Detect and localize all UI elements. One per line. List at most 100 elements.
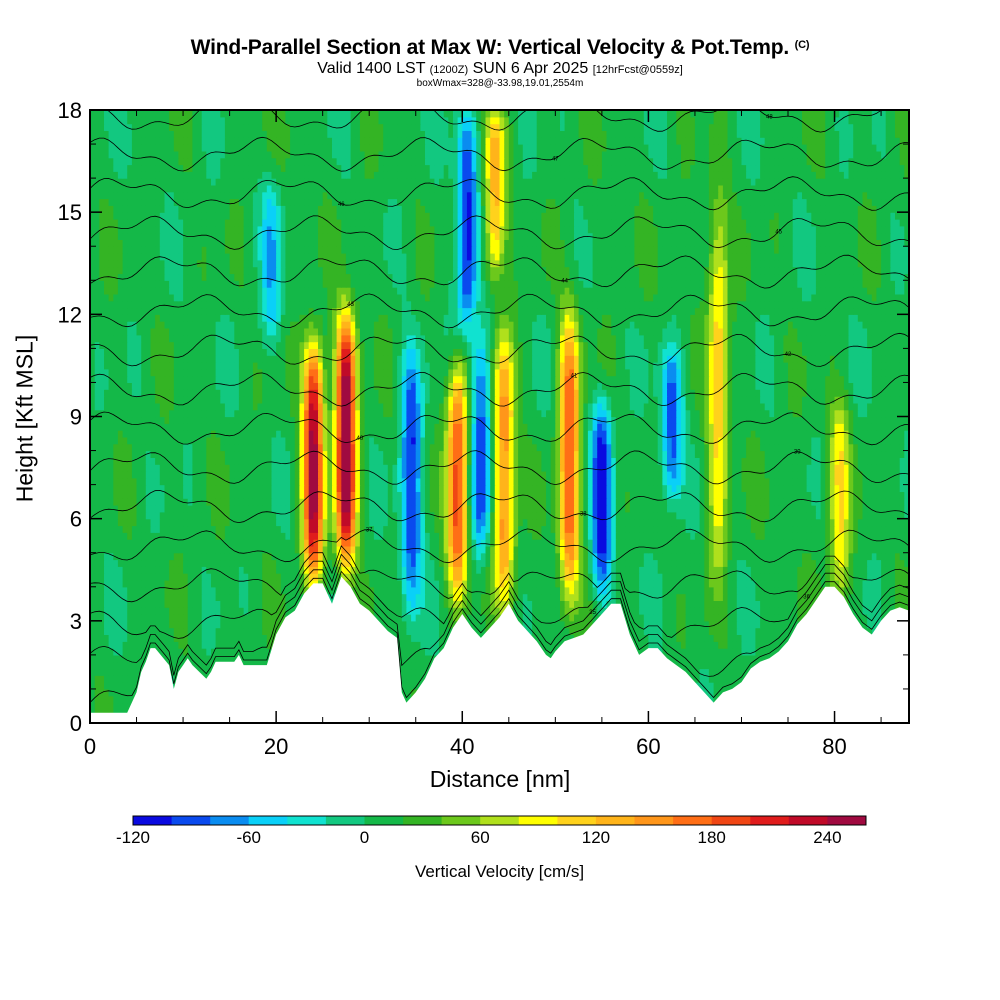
field-cell	[201, 654, 207, 663]
field-cell	[871, 552, 878, 561]
field-cell	[578, 566, 584, 574]
field-cell	[122, 525, 128, 533]
field-cell	[555, 593, 561, 601]
field-cell	[169, 566, 175, 574]
field-cell	[192, 586, 198, 595]
field-cell	[94, 641, 100, 649]
field-cell	[234, 593, 240, 601]
field-cell	[722, 641, 729, 649]
field-cell	[681, 654, 687, 663]
field-cell	[155, 566, 161, 574]
field-cell	[662, 641, 668, 649]
field-cell	[615, 580, 622, 588]
field-cell	[206, 586, 212, 595]
field-cell	[499, 593, 505, 601]
field-cell	[104, 641, 110, 649]
field-cell	[499, 559, 505, 567]
field-cell	[434, 607, 440, 615]
field-cell	[183, 559, 189, 567]
field-cell	[159, 525, 166, 533]
field-cell	[387, 600, 394, 608]
field-cell	[597, 580, 603, 588]
field-cell	[294, 586, 301, 595]
field-cell	[99, 641, 105, 649]
field-cell	[411, 580, 417, 588]
field-cell	[625, 532, 631, 540]
field-cell	[411, 654, 417, 663]
field-cell	[141, 532, 147, 540]
field-cell	[662, 607, 668, 615]
field-cell	[359, 600, 366, 608]
field-cell	[411, 539, 417, 547]
field-cell	[406, 695, 412, 704]
field-cell	[192, 559, 198, 567]
field-cell	[504, 566, 510, 574]
field-cell	[434, 600, 440, 608]
field-cell	[201, 552, 207, 561]
field-cell	[443, 545, 449, 554]
field-cell	[104, 600, 110, 608]
field-cell	[415, 661, 421, 670]
field-cell	[750, 573, 757, 581]
field-cell	[387, 532, 394, 540]
field-cell	[699, 552, 705, 561]
field-cell	[592, 600, 598, 608]
field-cell	[574, 559, 580, 567]
field-cell	[201, 614, 207, 622]
field-cell	[611, 545, 617, 554]
field-cell	[457, 539, 463, 547]
field-cell	[90, 702, 96, 710]
field-cell	[601, 607, 608, 615]
field-cell	[173, 614, 180, 622]
field-cell	[527, 573, 533, 581]
field-cell	[122, 682, 128, 690]
field-cell	[639, 641, 645, 649]
field-cell	[271, 532, 277, 540]
field-cell	[294, 532, 301, 540]
field-cell	[620, 532, 626, 540]
field-cell	[211, 539, 217, 547]
field-cell	[411, 532, 417, 540]
field-cell	[871, 586, 878, 595]
field-cell	[117, 607, 124, 615]
field-cell	[99, 668, 105, 676]
field-cell	[397, 654, 403, 663]
field-cell	[136, 545, 142, 554]
field-cell	[671, 580, 677, 588]
field-cell	[513, 607, 519, 615]
field-cell	[494, 607, 501, 615]
field-cell	[629, 552, 636, 561]
field-cell	[145, 525, 152, 533]
field-cell	[867, 627, 873, 635]
field-cell	[574, 607, 580, 615]
field-cell	[159, 620, 166, 629]
field-cell	[485, 586, 491, 595]
field-cell	[443, 607, 449, 615]
field-cell	[248, 654, 254, 663]
field-cell	[657, 634, 663, 642]
field-cell	[597, 539, 603, 547]
field-cell	[122, 545, 128, 554]
field-cell	[885, 545, 891, 554]
field-cell	[243, 641, 249, 649]
field-cell	[546, 593, 552, 601]
field-cell	[606, 566, 612, 574]
field-cell	[401, 682, 408, 690]
field-cell	[341, 566, 347, 574]
field-cell	[169, 539, 175, 547]
field-cell	[206, 614, 212, 622]
field-cell	[345, 580, 352, 588]
field-cell	[294, 566, 301, 574]
field-cell	[746, 539, 752, 547]
field-cell	[736, 654, 743, 663]
field-cell	[522, 539, 529, 547]
field-cell	[406, 661, 412, 670]
field-cell	[546, 607, 552, 615]
field-cell	[625, 573, 631, 581]
field-cell	[727, 648, 733, 656]
field-cell	[173, 586, 180, 595]
field-cell	[238, 654, 245, 663]
field-cell	[587, 559, 594, 567]
field-cell	[411, 566, 417, 574]
field-cell	[94, 566, 100, 574]
